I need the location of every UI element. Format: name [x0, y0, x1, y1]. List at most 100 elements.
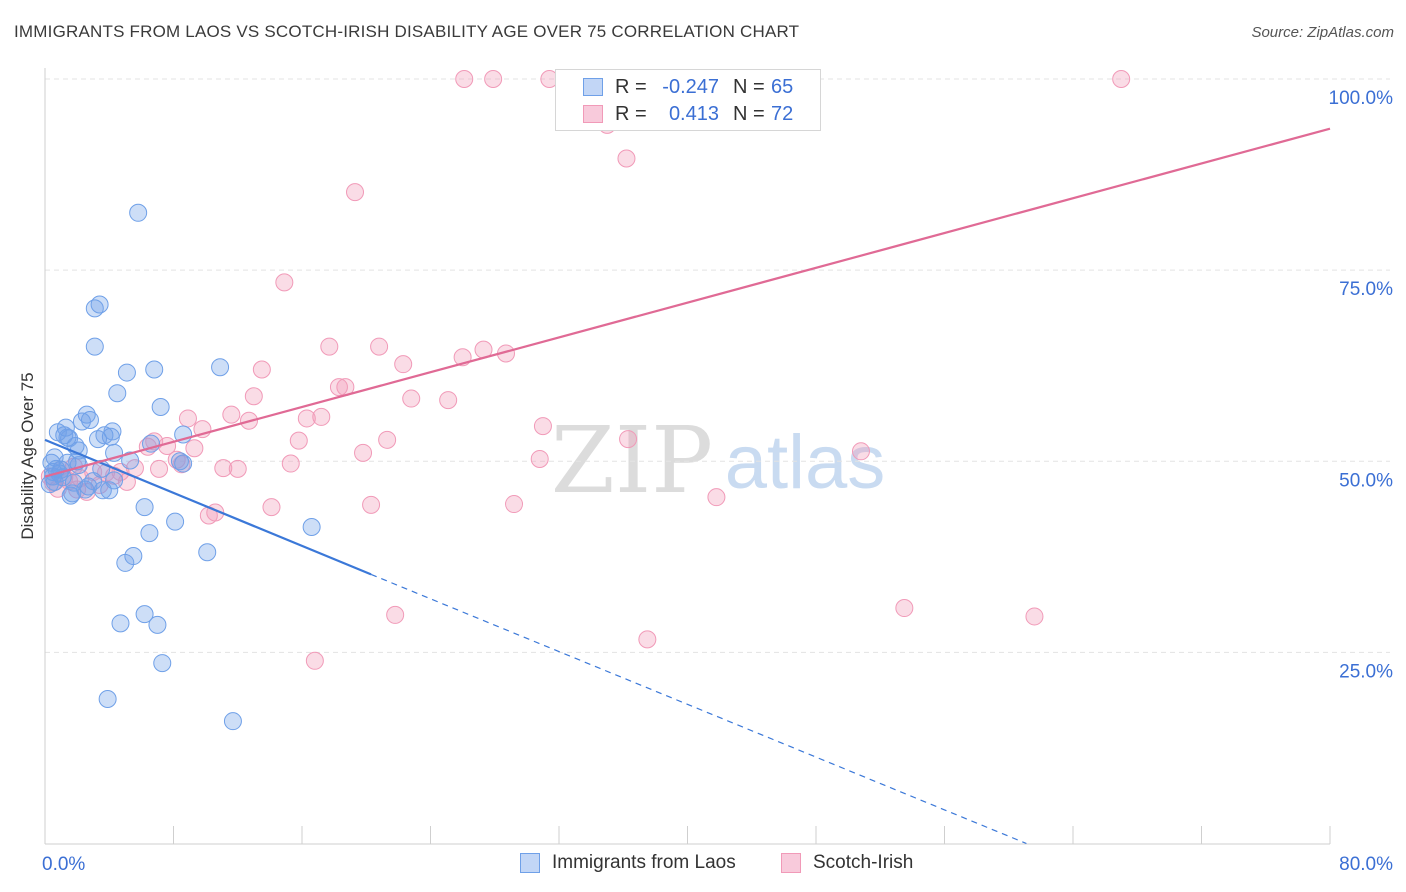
laos-point — [198, 543, 217, 562]
laos-trend-extension — [370, 573, 1027, 845]
scotch-irish-swatch — [583, 105, 603, 123]
laos-point — [211, 358, 230, 377]
series-legend: Immigrants from Laos Scotch-Irish — [0, 852, 1406, 878]
laos-swatch — [520, 853, 540, 873]
laos-point — [121, 451, 140, 470]
watermark-zip: ZIP — [551, 407, 713, 514]
x-tick-label: 0.0% — [42, 854, 85, 875]
legend-label-laos: Immigrants from Laos — [552, 852, 736, 873]
scotch-irish-trend-line — [44, 127, 1331, 478]
scotch-irish-point — [394, 355, 413, 374]
laos-point — [170, 452, 189, 471]
scotch-irish-point — [533, 417, 552, 436]
scotch-irish-points — [40, 70, 1131, 670]
laos-point — [60, 429, 79, 448]
scotch-irish-point — [262, 498, 281, 517]
scotch-irish-point — [362, 495, 381, 514]
scotch-irish-point — [252, 360, 271, 379]
laos-point — [151, 397, 170, 416]
source-label: Source: ZipAtlas.com — [1251, 24, 1394, 41]
laos-point — [111, 614, 130, 633]
trend-lines — [44, 127, 1331, 845]
laos-point — [174, 454, 193, 473]
y-tick-label: 75.0% — [1339, 279, 1393, 300]
y-tick-label: 25.0% — [1339, 661, 1393, 682]
scotch-irish-point — [378, 430, 397, 449]
scotch-irish-point — [707, 488, 726, 507]
scotch-irish-point — [455, 70, 474, 88]
axes — [44, 68, 1331, 845]
scotch-irish-point — [895, 599, 914, 618]
correlation-legend: R = -0.247 N = 65 R = 0.413 N = 72 — [555, 69, 821, 131]
laos-point — [135, 498, 154, 517]
laos-point — [100, 481, 119, 500]
scotch-irish-point — [638, 630, 657, 649]
scotch-irish-point — [402, 389, 421, 408]
scotch-irish-point — [530, 449, 549, 468]
laos-point — [105, 471, 124, 490]
scotch-irish-point — [244, 387, 263, 406]
laos-point — [55, 426, 74, 445]
laos-point — [148, 615, 167, 634]
scotch-irish-point — [851, 442, 870, 461]
watermark-atlas: atlas — [725, 420, 886, 505]
laos-point — [103, 422, 122, 441]
laos-points — [40, 203, 321, 731]
scotch-irish-point — [484, 70, 503, 88]
scotch-irish-point — [275, 273, 294, 292]
laos-point — [124, 547, 143, 566]
laos-point — [302, 517, 321, 536]
laos-point — [85, 337, 104, 356]
laos-point — [153, 654, 172, 673]
scotch-irish-point — [370, 337, 389, 356]
scotch-irish-point — [297, 409, 316, 428]
scotch-irish-point — [281, 454, 300, 473]
scotch-irish-point — [150, 459, 169, 478]
scotch-irish-point — [214, 459, 233, 478]
scotch-irish-point — [1025, 607, 1044, 626]
laos-point — [98, 690, 117, 709]
watermark: ZIP atlas — [551, 407, 885, 514]
scotch-irish-point — [505, 495, 524, 514]
legend-item-scotch-irish[interactable]: Scotch-Irish — [781, 852, 913, 874]
scotch-irish-point — [178, 409, 197, 428]
laos-point — [93, 481, 112, 500]
r-value: 0.413 — [668, 102, 719, 125]
laos-point — [80, 410, 99, 429]
y-tick-label: 100.0% — [1329, 88, 1394, 109]
x-tick-label: 80.0% — [1339, 854, 1393, 875]
laos-point — [90, 295, 109, 314]
laos-point — [140, 524, 159, 543]
scotch-irish-point — [346, 183, 365, 202]
scotch-irish-point — [439, 391, 458, 410]
scotch-irish-point — [172, 455, 191, 474]
scotch-irish-point — [228, 459, 247, 478]
legend-item-laos[interactable]: Immigrants from Laos — [520, 852, 736, 874]
n-value: 72 — [771, 102, 794, 125]
laos-point — [223, 712, 242, 731]
scotch-irish-point — [185, 439, 204, 458]
legend-row-laos: R = -0.247 N = 65 — [556, 73, 793, 101]
scotch-irish-point — [222, 405, 241, 424]
scotch-irish-point — [320, 337, 339, 356]
scotch-irish-point — [619, 430, 638, 449]
laos-point — [108, 384, 127, 403]
r-value: -0.247 — [662, 75, 719, 98]
gridlines — [45, 78, 1390, 653]
scotch-irish-point — [329, 378, 348, 397]
laos-point — [145, 360, 164, 379]
r-label: R = — [615, 102, 647, 125]
laos-point — [64, 473, 83, 492]
legend-row-scotch-irish: R = 0.413 N = 72 — [556, 100, 793, 128]
chart-title: IMMIGRANTS FROM LAOS VS SCOTCH-IRISH DIS… — [14, 22, 800, 41]
laos-point — [117, 363, 136, 382]
scotch-irish-point — [386, 605, 405, 624]
y-tick-label: 50.0% — [1339, 470, 1393, 491]
laos-point — [129, 203, 148, 222]
laos-swatch — [583, 78, 603, 96]
laos-point — [166, 512, 185, 531]
scotch-irish-point — [1112, 70, 1131, 88]
scotch-irish-swatch — [781, 853, 801, 873]
n-label: N = — [733, 75, 765, 98]
